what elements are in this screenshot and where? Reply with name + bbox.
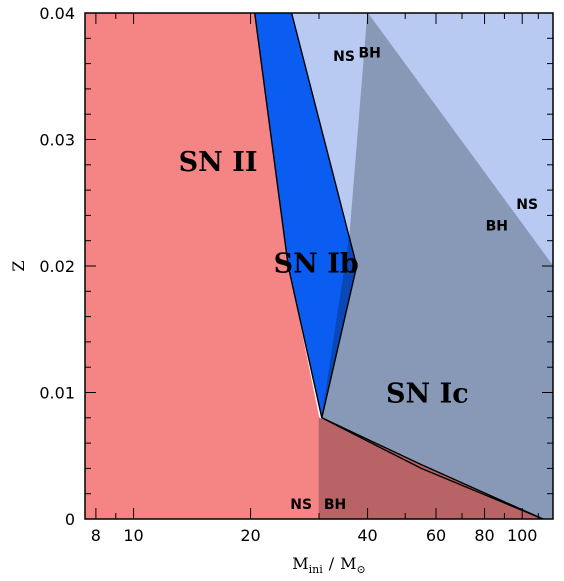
remnant-label-ns-7: NS xyxy=(290,497,312,513)
x-axis-title: Mini / M⊙ xyxy=(292,554,366,576)
x-axis-title-sub: ini xyxy=(309,563,324,576)
y-tick-label-4: 0.04 xyxy=(39,4,75,23)
y-tick-label-0: 0 xyxy=(65,510,75,529)
region-label-sn-ib-1: SN Ib xyxy=(274,248,359,279)
x-axis-title-sep: / xyxy=(329,554,335,573)
region-label-sn-ii-0: SN II xyxy=(179,147,258,178)
x-tick-label-10: 10 xyxy=(123,526,143,545)
region-label-sn-ic-2: SN Ic xyxy=(386,379,469,410)
chart-regions xyxy=(84,12,554,520)
x-axis-title-main: M xyxy=(292,554,308,573)
y-axis-title: Z xyxy=(9,260,28,271)
chart-boundaries xyxy=(254,12,544,520)
remnant-label-bh-8: BH xyxy=(324,497,346,513)
x-tick-label-80: 80 xyxy=(474,526,494,545)
y-tick-label-1: 0.01 xyxy=(39,384,75,403)
x-tick-label-100: 100 xyxy=(507,526,538,545)
x-tick-label-60: 60 xyxy=(426,526,446,545)
y-tick-label-3: 0.03 xyxy=(39,131,75,150)
x-axis-title-unit-sub: ⊙ xyxy=(357,563,366,576)
x-tick-label-40: 40 xyxy=(357,526,377,545)
x-axis-title-unit: M xyxy=(340,554,356,573)
boundary-line-2 xyxy=(321,417,544,520)
x-tick-label-8: 8 xyxy=(91,526,101,545)
remnant-label-ns-3: NS xyxy=(333,49,355,65)
y-tick-label-2: 0.02 xyxy=(39,257,75,276)
axis-ticks xyxy=(85,12,553,520)
remnant-label-bh-4: BH xyxy=(358,45,380,61)
boundary-line-1 xyxy=(321,417,544,520)
remnant-label-ns-5: NS xyxy=(516,197,538,213)
axis-tick-labels: 8 10 20 40 60 80 100 0 0.01 0.02 0.03 0.04 xyxy=(39,4,537,545)
remnant-label-bh-6: BH xyxy=(486,219,508,235)
x-tick-label-20: 20 xyxy=(240,526,260,545)
